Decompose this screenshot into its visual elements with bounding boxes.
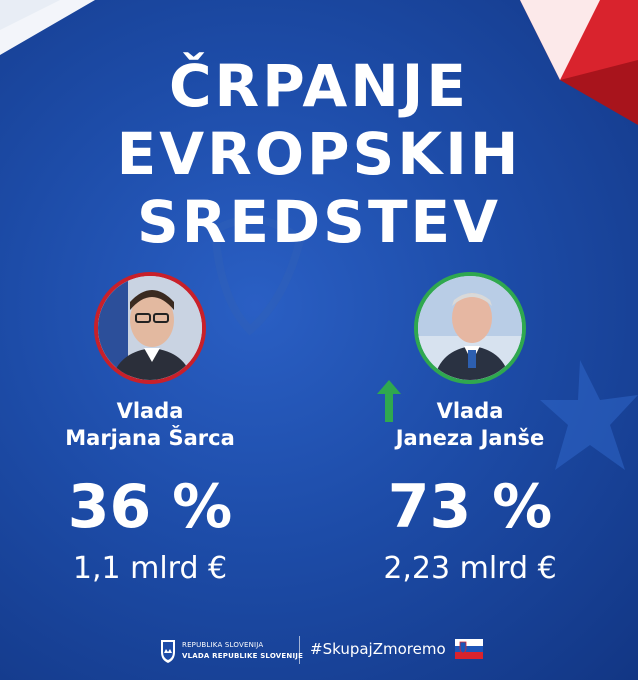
right-label-line-2: Janeza Janše	[395, 426, 545, 450]
government-logo: REPUBLIKA SLOVENIJA VLADA REPUBLIKE SLOV…	[160, 638, 303, 666]
hashtag: #SkupajZmoremo	[310, 640, 446, 658]
page-title: ČRPANJE EVROPSKIH SREDSTEV	[0, 52, 638, 256]
footer-divider	[299, 636, 300, 664]
left-label-line-2: Marjana Šarca	[65, 426, 235, 450]
title-line-3: SREDSTEV	[136, 188, 502, 256]
right-government-column: Vlada Janeza Janše 73 % 2,23 mlrd €	[320, 272, 620, 586]
slovenia-flag-icon	[455, 639, 483, 659]
footer: REPUBLIKA SLOVENIJA VLADA REPUBLIKE SLOV…	[0, 632, 638, 668]
left-label-line-1: Vlada	[116, 399, 184, 423]
org-name-line-2: VLADA REPUBLIKE SLOVENIJE	[182, 652, 304, 660]
left-government-column: Vlada Marjana Šarca 36 % 1,1 mlrd €	[0, 272, 300, 586]
right-amount: 2,23 mlrd €	[383, 551, 557, 586]
arrow-up-icon	[377, 380, 401, 422]
left-percent: 36 %	[67, 472, 233, 542]
portrait-right	[414, 272, 526, 384]
left-amount: 1,1 mlrd €	[72, 551, 228, 586]
coat-of-arms-icon	[161, 640, 175, 663]
left-government-label: Vlada Marjana Šarca	[0, 398, 300, 452]
org-name-line-1: REPUBLIKA SLOVENIJA	[182, 641, 264, 649]
title-line-1: ČRPANJE	[168, 52, 470, 120]
title-line-2: EVROPSKIH	[116, 120, 522, 188]
right-label-line-1: Vlada	[436, 399, 504, 423]
portrait-left	[94, 272, 206, 384]
right-government-label: Vlada Janeza Janše	[320, 398, 620, 452]
right-percent: 73 %	[387, 472, 553, 542]
